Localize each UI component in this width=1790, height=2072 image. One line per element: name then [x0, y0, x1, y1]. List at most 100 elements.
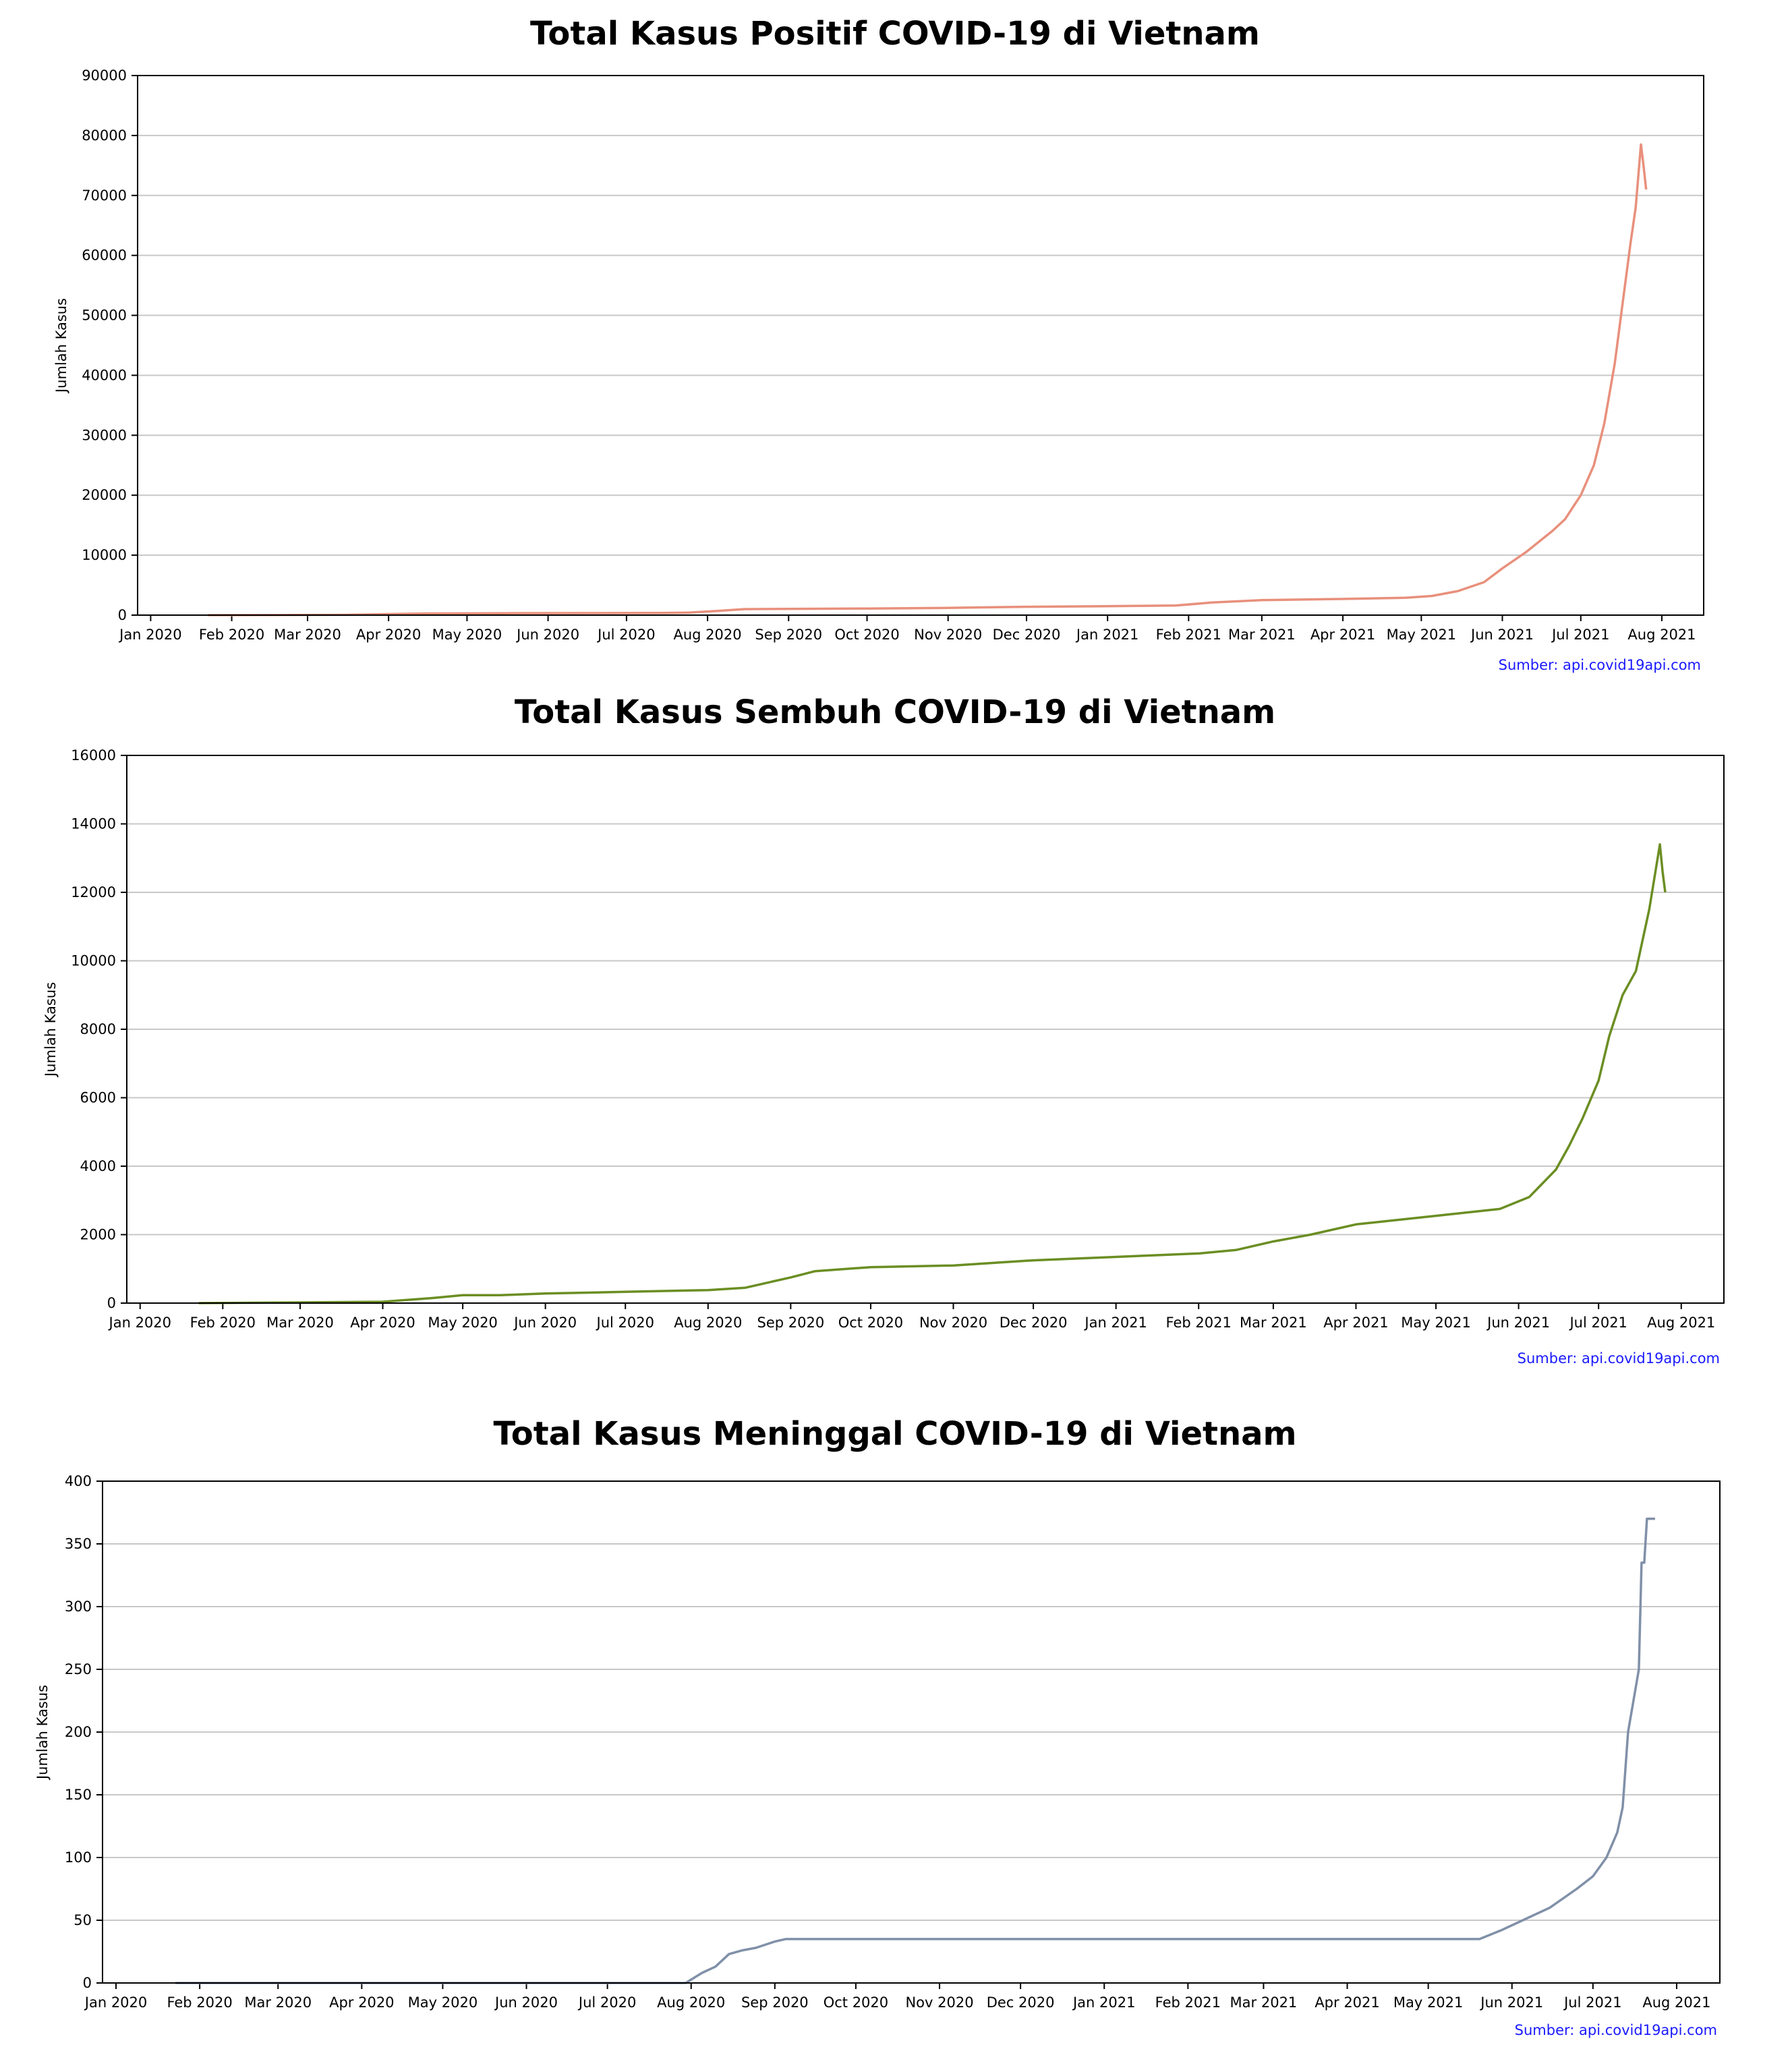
series-line: [175, 1518, 1655, 1984]
x-tick-label: Jan 2020: [108, 1315, 172, 1331]
y-tick-label: 80000: [82, 127, 127, 144]
x-tick-label: Mar 2020: [274, 627, 341, 643]
source-note: Sumber: api.covid19api.com: [1517, 1350, 1720, 1366]
x-tick-label: May 2020: [408, 1994, 478, 2011]
x-tick-label: May 2020: [432, 627, 502, 643]
x-tick-label: Feb 2020: [167, 1994, 232, 2011]
chart-title: Total Kasus Positif COVID-19 di Vietnam: [530, 15, 1260, 53]
x-tick-label: May 2020: [428, 1315, 498, 1331]
y-tick-label: 2000: [80, 1227, 116, 1243]
x-tick-label: Apr 2021: [1323, 1315, 1388, 1331]
y-tick-label: 0: [107, 1295, 116, 1311]
x-tick-label: Oct 2020: [834, 627, 899, 643]
x-tick-label: Dec 2020: [1000, 1315, 1068, 1331]
x-tick-label: Feb 2021: [1166, 1315, 1232, 1331]
y-tick-label: 14000: [71, 816, 116, 832]
x-tick-label: Sep 2020: [755, 627, 822, 643]
y-tick-label: 90000: [82, 67, 127, 84]
y-tick-label: 30000: [82, 427, 127, 443]
x-tick-label: Oct 2020: [838, 1315, 903, 1331]
y-tick-label: 0: [118, 607, 127, 623]
x-tick-label: May 2021: [1401, 1315, 1471, 1331]
plot-frame: [102, 1480, 1721, 1984]
x-tick-label: Apr 2020: [356, 627, 421, 643]
y-tick-label: 16000: [71, 747, 116, 764]
x-tick-label: Aug 2021: [1642, 1994, 1710, 2011]
x-tick-label: Apr 2021: [1310, 627, 1375, 643]
chart-plot: 0 50 100 150 200 250 300 350 400 Jan 2020 Feb 2020…: [34, 1473, 1721, 2011]
y-tick-label: 150: [65, 1787, 92, 1803]
source-note: Sumber: api.covid19api.com: [1514, 2022, 1717, 2038]
x-tick-label: Feb 2021: [1156, 627, 1221, 643]
x-tick-label: Dec 2020: [993, 627, 1061, 643]
x-tick-label: Jan 2021: [1083, 1315, 1147, 1331]
x-tick-label: Dec 2020: [987, 1994, 1055, 2011]
series-line: [198, 843, 1667, 1304]
x-tick-label: Jul 2020: [596, 627, 655, 643]
x-tick-label: Aug 2021: [1647, 1315, 1715, 1331]
x-tick-label: Apr 2021: [1315, 1994, 1379, 2011]
y-tick-label: 350: [65, 1536, 92, 1552]
x-tick-label: Sep 2020: [757, 1315, 825, 1331]
source-note: Sumber: api.covid19api.com: [1498, 657, 1701, 673]
x-tick-label: Apr 2020: [329, 1994, 394, 2011]
x-tick-label: Jun 2020: [513, 1315, 577, 1331]
x-tick-label: Sep 2020: [741, 1994, 809, 2011]
x-tick-label: May 2021: [1387, 627, 1457, 643]
y-tick-label: 70000: [82, 188, 127, 204]
y-tick-label: 10000: [82, 547, 127, 563]
x-tick-label: Mar 2021: [1228, 627, 1296, 643]
x-tick-label: Aug 2020: [657, 1994, 725, 2011]
x-tick-label: Apr 2020: [350, 1315, 415, 1331]
y-tick-label: 50000: [82, 308, 127, 324]
chart-sembuh: Total Kasus Sembuh COVID-19 di Vietnam 0…: [0, 681, 1790, 1383]
y-tick-label: 4000: [80, 1158, 116, 1174]
x-tick-label: Feb 2021: [1155, 1994, 1221, 2011]
y-axis-label: Jumlah Kasus: [53, 298, 69, 394]
y-tick-label: 400: [65, 1473, 92, 1489]
y-axis-label: Jumlah Kasus: [42, 982, 59, 1078]
x-tick-label: May 2021: [1393, 1994, 1464, 2011]
y-tick-label: 60000: [82, 248, 127, 264]
x-tick-label: Jan 2021: [1075, 627, 1139, 643]
x-tick-label: Jan 2021: [1072, 1994, 1136, 2011]
x-tick-label: Feb 2020: [190, 1315, 256, 1331]
y-tick-label: 200: [65, 1724, 92, 1740]
x-tick-label: Feb 2020: [199, 627, 264, 643]
x-tick-label: Aug 2020: [674, 1315, 742, 1331]
x-tick-label: Jul 2020: [577, 1994, 636, 2011]
x-tick-label: Jun 2021: [1479, 1994, 1543, 2011]
x-tick-label: Oct 2020: [824, 1994, 888, 2011]
y-tick-label: 12000: [71, 884, 116, 900]
x-tick-label: Jun 2021: [1470, 627, 1534, 643]
chart-title: Total Kasus Meninggal COVID-19 di Vietna…: [493, 1415, 1297, 1453]
plot-frame: [126, 755, 1725, 1304]
x-tick-label: Jan 2020: [84, 1994, 148, 2011]
x-tick-label: Jan 2020: [118, 627, 182, 643]
x-tick-label: Jun 2021: [1486, 1315, 1550, 1331]
x-tick-label: Aug 2020: [674, 627, 742, 643]
x-tick-label: Nov 2020: [919, 1315, 987, 1331]
plot-frame: [137, 75, 1704, 616]
chart-meninggal: Total Kasus Meninggal COVID-19 di Vietna…: [0, 1383, 1790, 2072]
x-tick-label: Jul 2020: [596, 1315, 654, 1331]
x-tick-label: Jun 2020: [515, 627, 579, 643]
y-tick-label: 50: [74, 1912, 92, 1928]
x-tick-label: Mar 2020: [266, 1315, 334, 1331]
y-tick-label: 300: [65, 1599, 92, 1615]
y-tick-label: 100: [65, 1849, 92, 1866]
x-tick-label: Aug 2021: [1627, 627, 1696, 643]
x-tick-label: Nov 2020: [914, 627, 982, 643]
y-tick-label: 6000: [80, 1090, 116, 1106]
x-tick-label: Jul 2021: [1568, 1315, 1627, 1331]
chart-positif: Total Kasus Positif COVID-19 di Vietnam …: [0, 0, 1790, 681]
y-tick-label: 250: [65, 1661, 92, 1677]
x-tick-label: Jul 2021: [1563, 1994, 1621, 2011]
y-axis-label: Jumlah Kasus: [34, 1685, 51, 1781]
y-tick-label: 10000: [71, 953, 116, 969]
y-tick-label: 40000: [82, 367, 127, 383]
x-tick-label: Mar 2021: [1230, 1994, 1298, 2011]
y-tick-label: 0: [83, 1975, 92, 1991]
x-tick-label: Nov 2020: [905, 1994, 973, 2011]
chart-title: Total Kasus Sembuh COVID-19 di Vietnam: [514, 693, 1276, 731]
